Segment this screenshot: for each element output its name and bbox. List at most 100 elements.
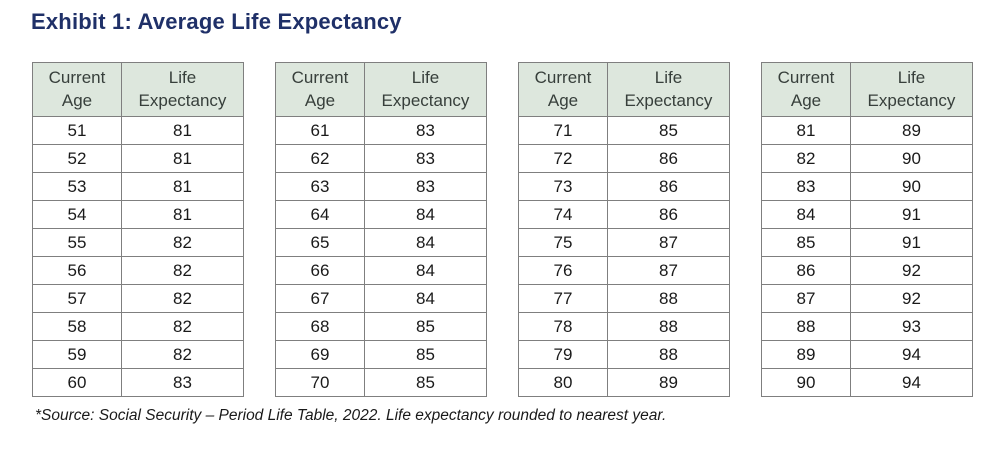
age-cell: 60	[32, 368, 122, 397]
expectancy-cell: 84	[364, 284, 487, 313]
life-expectancy-header: Life Expectancy	[121, 62, 244, 117]
expectancy-cell: 82	[121, 256, 244, 285]
table-row: 72 86	[518, 144, 730, 173]
expectancy-cell: 90	[850, 144, 973, 173]
table-row: 90 94	[761, 368, 973, 397]
life-expectancy-table-1: Current Age Life Expectancy 51 81 52 81 53 81 54 81…	[32, 62, 244, 397]
exhibit-title: Exhibit 1: Average Life Expectancy	[31, 9, 402, 34]
table-row: 80 89	[518, 368, 730, 397]
age-cell: 73	[518, 172, 608, 201]
expectancy-cell: 86	[607, 172, 730, 201]
age-cell: 65	[275, 228, 365, 257]
table-row: 82 90	[761, 144, 973, 173]
expectancy-cell: 81	[121, 200, 244, 229]
table-row: 60 83	[32, 368, 244, 397]
expectancy-cell: 94	[850, 368, 973, 397]
table-row: 81 89	[761, 116, 973, 145]
table-row: 51 81	[32, 116, 244, 145]
expectancy-cell: 85	[364, 368, 487, 397]
age-cell: 74	[518, 200, 608, 229]
age-cell: 81	[761, 116, 851, 145]
table-row: 70 85	[275, 368, 487, 397]
expectancy-cell: 88	[607, 312, 730, 341]
expectancy-cell: 84	[364, 200, 487, 229]
age-cell: 84	[761, 200, 851, 229]
age-cell: 51	[32, 116, 122, 145]
age-cell: 52	[32, 144, 122, 173]
expectancy-cell: 83	[121, 368, 244, 397]
expectancy-cell: 81	[121, 144, 244, 173]
age-cell: 71	[518, 116, 608, 145]
age-cell: 82	[761, 144, 851, 173]
age-cell: 62	[275, 144, 365, 173]
life-expectancy-table-3: Current Age Life Expectancy 71 85 72 86 73 86 74 86…	[518, 62, 730, 397]
age-cell: 85	[761, 228, 851, 257]
table-row: 55 82	[32, 228, 244, 257]
age-cell: 90	[761, 368, 851, 397]
age-cell: 53	[32, 172, 122, 201]
life-expectancy-header: Life Expectancy	[850, 62, 973, 117]
age-cell: 88	[761, 312, 851, 341]
age-cell: 61	[275, 116, 365, 145]
age-cell: 68	[275, 312, 365, 341]
life-expectancy-tables-row: Current Age Life Expectancy 51 81 52 81 53 81 54 81…	[32, 62, 973, 397]
table-header-row: Current Age Life Expectancy	[32, 62, 244, 117]
table-row: 85 91	[761, 228, 973, 257]
table-header-row: Current Age Life Expectancy	[518, 62, 730, 117]
current-age-header: Current Age	[518, 62, 608, 117]
life-expectancy-header: Life Expectancy	[607, 62, 730, 117]
table-row: 88 93	[761, 312, 973, 341]
age-cell: 54	[32, 200, 122, 229]
expectancy-cell: 81	[121, 172, 244, 201]
table-row: 61 83	[275, 116, 487, 145]
table-row: 62 83	[275, 144, 487, 173]
expectancy-cell: 84	[364, 228, 487, 257]
expectancy-cell: 84	[364, 256, 487, 285]
table-header-row: Current Age Life Expectancy	[761, 62, 973, 117]
age-cell: 69	[275, 340, 365, 369]
source-footnote: *Source: Social Security – Period Life T…	[35, 407, 667, 424]
expectancy-cell: 85	[364, 340, 487, 369]
table-row: 53 81	[32, 172, 244, 201]
age-cell: 76	[518, 256, 608, 285]
table-row: 75 87	[518, 228, 730, 257]
age-cell: 55	[32, 228, 122, 257]
expectancy-cell: 91	[850, 228, 973, 257]
table-row: 59 82	[32, 340, 244, 369]
table-row: 65 84	[275, 228, 487, 257]
expectancy-cell: 94	[850, 340, 973, 369]
table-row: 73 86	[518, 172, 730, 201]
life-expectancy-table-2: Current Age Life Expectancy 61 83 62 83 63 83 64 84…	[275, 62, 487, 397]
expectancy-cell: 87	[607, 256, 730, 285]
age-cell: 86	[761, 256, 851, 285]
table-row: 89 94	[761, 340, 973, 369]
current-age-header: Current Age	[761, 62, 851, 117]
current-age-header: Current Age	[32, 62, 122, 117]
age-cell: 70	[275, 368, 365, 397]
expectancy-cell: 83	[364, 144, 487, 173]
table-row: 78 88	[518, 312, 730, 341]
table-row: 68 85	[275, 312, 487, 341]
table-row: 66 84	[275, 256, 487, 285]
expectancy-cell: 91	[850, 200, 973, 229]
life-expectancy-table-4: Current Age Life Expectancy 81 89 82 90 83 90 84 91…	[761, 62, 973, 397]
age-cell: 72	[518, 144, 608, 173]
expectancy-cell: 82	[121, 284, 244, 313]
table-row: 83 90	[761, 172, 973, 201]
expectancy-cell: 86	[607, 144, 730, 173]
age-cell: 75	[518, 228, 608, 257]
age-cell: 66	[275, 256, 365, 285]
table-row: 67 84	[275, 284, 487, 313]
table-row: 71 85	[518, 116, 730, 145]
table-row: 87 92	[761, 284, 973, 313]
expectancy-cell: 83	[364, 172, 487, 201]
table-row: 77 88	[518, 284, 730, 313]
table-row: 79 88	[518, 340, 730, 369]
age-cell: 64	[275, 200, 365, 229]
table-row: 54 81	[32, 200, 244, 229]
age-cell: 78	[518, 312, 608, 341]
table-row: 57 82	[32, 284, 244, 313]
table-row: 64 84	[275, 200, 487, 229]
age-cell: 80	[518, 368, 608, 397]
